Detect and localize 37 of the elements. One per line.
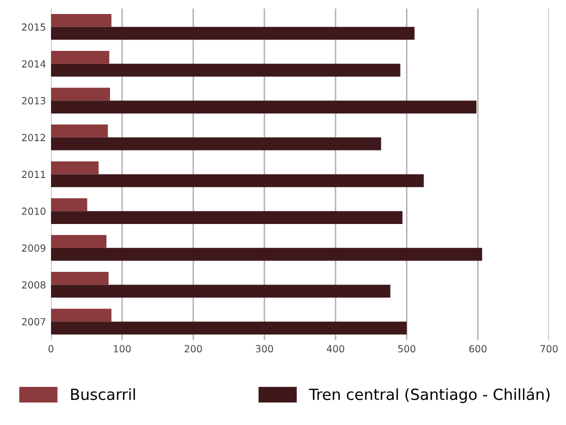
legend-label: Tren central (Santiago - Chillán) [308, 388, 550, 404]
y-tick-label: 2015 [22, 23, 46, 31]
bar [50, 272, 109, 285]
bar [50, 137, 382, 150]
bar [50, 284, 390, 298]
bar [50, 322, 407, 334]
x-tick-label: 400 [326, 345, 344, 352]
y-tick-label: 2007 [22, 318, 46, 326]
y-tick-label: 2009 [22, 244, 46, 252]
x-tick-label: 600 [469, 345, 486, 352]
bar [50, 88, 110, 101]
y-tick-label: 2011 [22, 170, 46, 178]
bar [50, 174, 424, 188]
bar [50, 308, 112, 322]
bar [50, 235, 106, 248]
bar [50, 50, 110, 64]
x-tick-label: 0 [48, 345, 54, 352]
x-tick-label: 300 [256, 345, 274, 352]
y-tick-label: 2008 [22, 281, 46, 289]
bar [50, 26, 415, 40]
legend-label: Buscarril [71, 388, 135, 400]
y-tick-label: 2010 [22, 208, 46, 215]
bar [50, 14, 112, 27]
y-tick-label: 2012 [22, 134, 46, 142]
x-tick-label: 100 [114, 345, 131, 352]
y-tick-label: 2013 [22, 97, 46, 104]
x-tick-label: 500 [398, 345, 416, 352]
x-tick-label: 200 [184, 345, 202, 352]
bar [50, 248, 482, 261]
bar [50, 100, 476, 114]
bar [50, 161, 99, 174]
bar [50, 124, 108, 138]
bar [50, 198, 88, 212]
bar [50, 64, 400, 77]
y-tick-label: 2014 [22, 60, 46, 68]
x-tick-label: 700 [540, 345, 558, 352]
bar [50, 211, 402, 224]
